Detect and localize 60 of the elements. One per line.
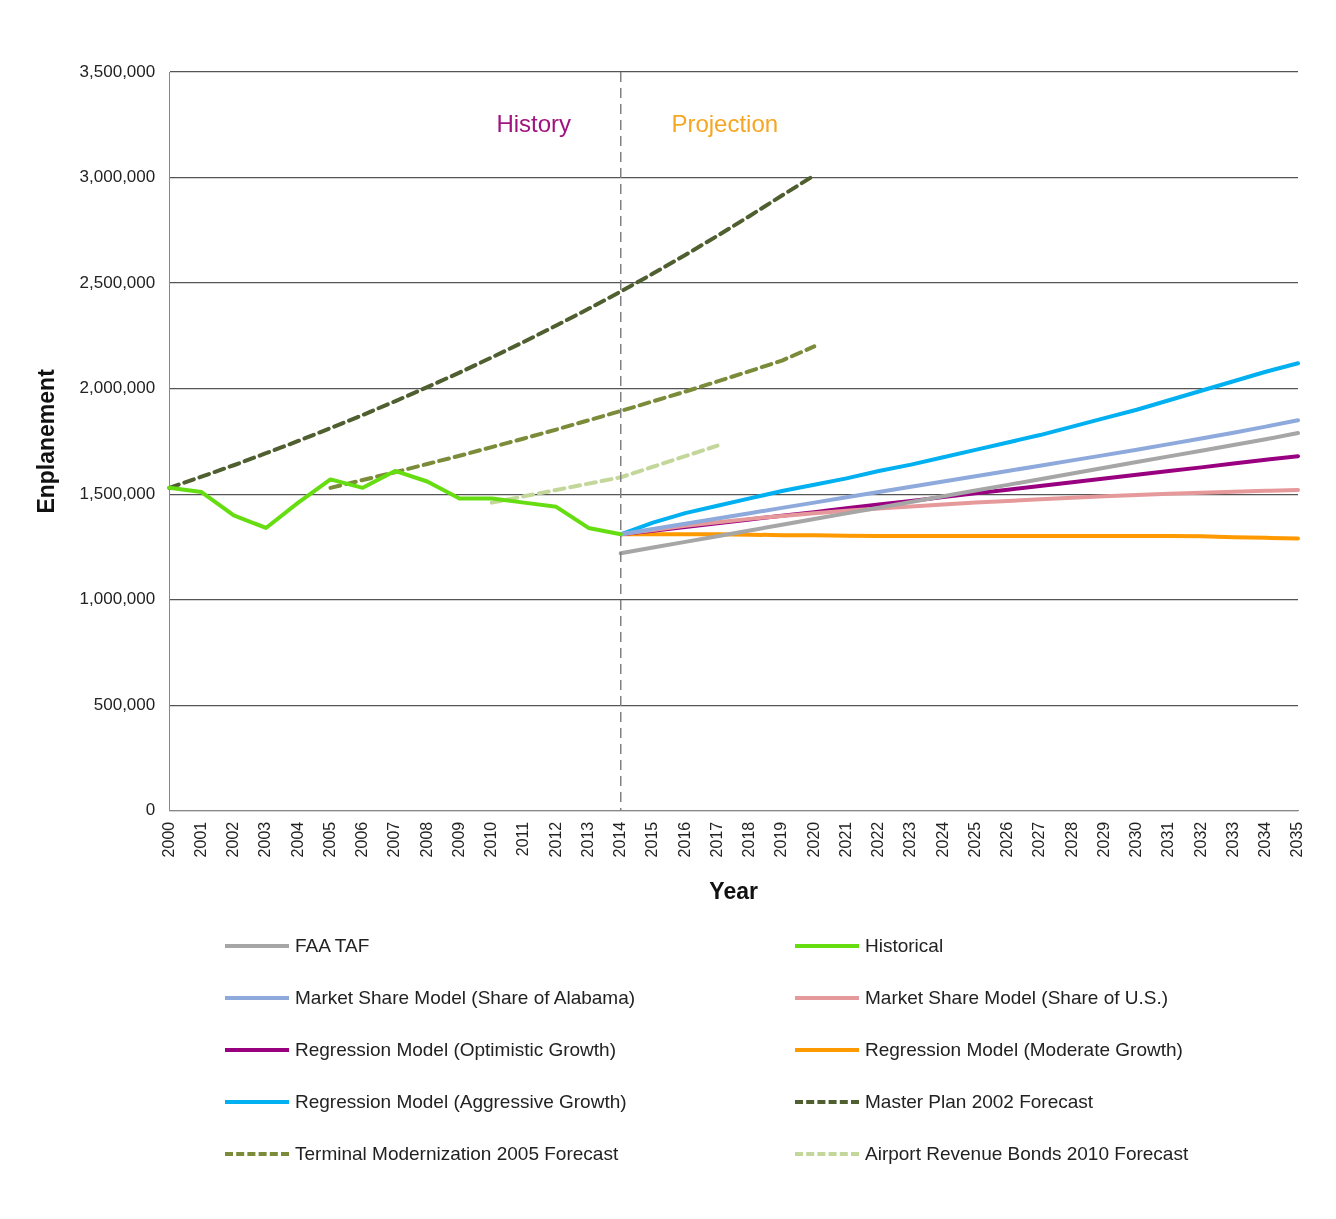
y-tick-label: 2,000,000 (79, 378, 156, 398)
x-tick-label: 2033 (1223, 821, 1241, 858)
annotation: History (496, 109, 572, 137)
legend-label: Master Plan 2002 Forecast (865, 1091, 1094, 1113)
y-tick-label: 1,000,000 (79, 589, 156, 609)
x-tick-label: 2000 (159, 821, 177, 858)
x-tick-label: 2009 (449, 821, 467, 858)
x-tick-label: 2020 (804, 821, 822, 858)
x-tick-label: 2001 (191, 821, 209, 858)
x-tick-label: 2027 (1030, 821, 1048, 858)
x-tick-label: 2029 (1094, 821, 1112, 858)
x-tick-label: 2035 (1288, 821, 1306, 858)
line-series (489, 443, 720, 505)
annotation: Projection (671, 109, 779, 137)
x-tick-label: 2023 (901, 821, 919, 858)
x-tick-label: 2025 (965, 821, 983, 858)
y-tick-label: 2,500,000 (79, 272, 156, 292)
x-tick-label: 2030 (1127, 821, 1145, 858)
legend-label: Regression Model (Moderate Growth) (865, 1039, 1183, 1061)
x-tick-label: 2013 (578, 821, 596, 858)
y-tick-label: 3,000,000 (79, 167, 156, 187)
x-tick-label: 2012 (546, 821, 564, 858)
legend-label: Market Share Model (Share of Alabama) (295, 987, 636, 1009)
x-tick-label: 2022 (869, 821, 887, 858)
y-tick-label: 1,500,000 (79, 483, 156, 503)
x-tick-label: 2010 (482, 821, 500, 858)
x-tick-label: 2014 (611, 821, 629, 858)
x-tick-label: 2017 (707, 821, 725, 858)
legend-label: Regression Model (Aggressive Growth) (295, 1091, 627, 1113)
x-tick-label: 2003 (256, 821, 274, 858)
x-tick-label: 2034 (1256, 821, 1274, 858)
y-axis-title: Enplanement (33, 368, 60, 514)
x-tick-label: 2018 (740, 821, 758, 858)
x-tick-label: 2004 (288, 821, 306, 858)
x-tick-label: 2028 (1062, 821, 1080, 858)
x-axis-title: Year (709, 877, 758, 904)
line-series (328, 344, 817, 490)
legend-label: Airport Revenue Bonds 2010 Forecast (865, 1143, 1189, 1165)
y-tick-label: 500,000 (93, 694, 156, 714)
x-tick-label: 2024 (933, 821, 951, 858)
legend-label: Market Share Model (Share of U.S.) (865, 987, 1169, 1009)
y-tick-label: 3,500,000 (79, 61, 156, 81)
legend-label: FAA TAF (295, 935, 370, 957)
legend-label: Historical (865, 935, 944, 957)
legend-label: Terminal Modernization 2005 Forecast (295, 1143, 619, 1165)
x-tick-label: 2007 (385, 821, 403, 858)
x-tick-label: 2031 (1159, 821, 1177, 858)
x-tick-label: 2011 (514, 821, 532, 857)
x-tick-label: 2016 (675, 821, 693, 858)
x-tick-label: 2015 (643, 821, 661, 858)
legend-label: Regression Model (Optimistic Growth) (295, 1039, 616, 1061)
x-tick-label: 2019 (772, 821, 790, 858)
y-tick-label: 0 (145, 800, 156, 820)
x-tick-label: 2021 (836, 821, 854, 858)
x-tick-label: 2005 (320, 821, 338, 858)
x-tick-label: 2008 (417, 821, 435, 858)
x-tick-label: 2006 (353, 821, 371, 858)
x-tick-label: 2026 (998, 821, 1016, 858)
x-tick-label: 2032 (1191, 821, 1209, 858)
x-tick-label: 2002 (224, 821, 242, 858)
